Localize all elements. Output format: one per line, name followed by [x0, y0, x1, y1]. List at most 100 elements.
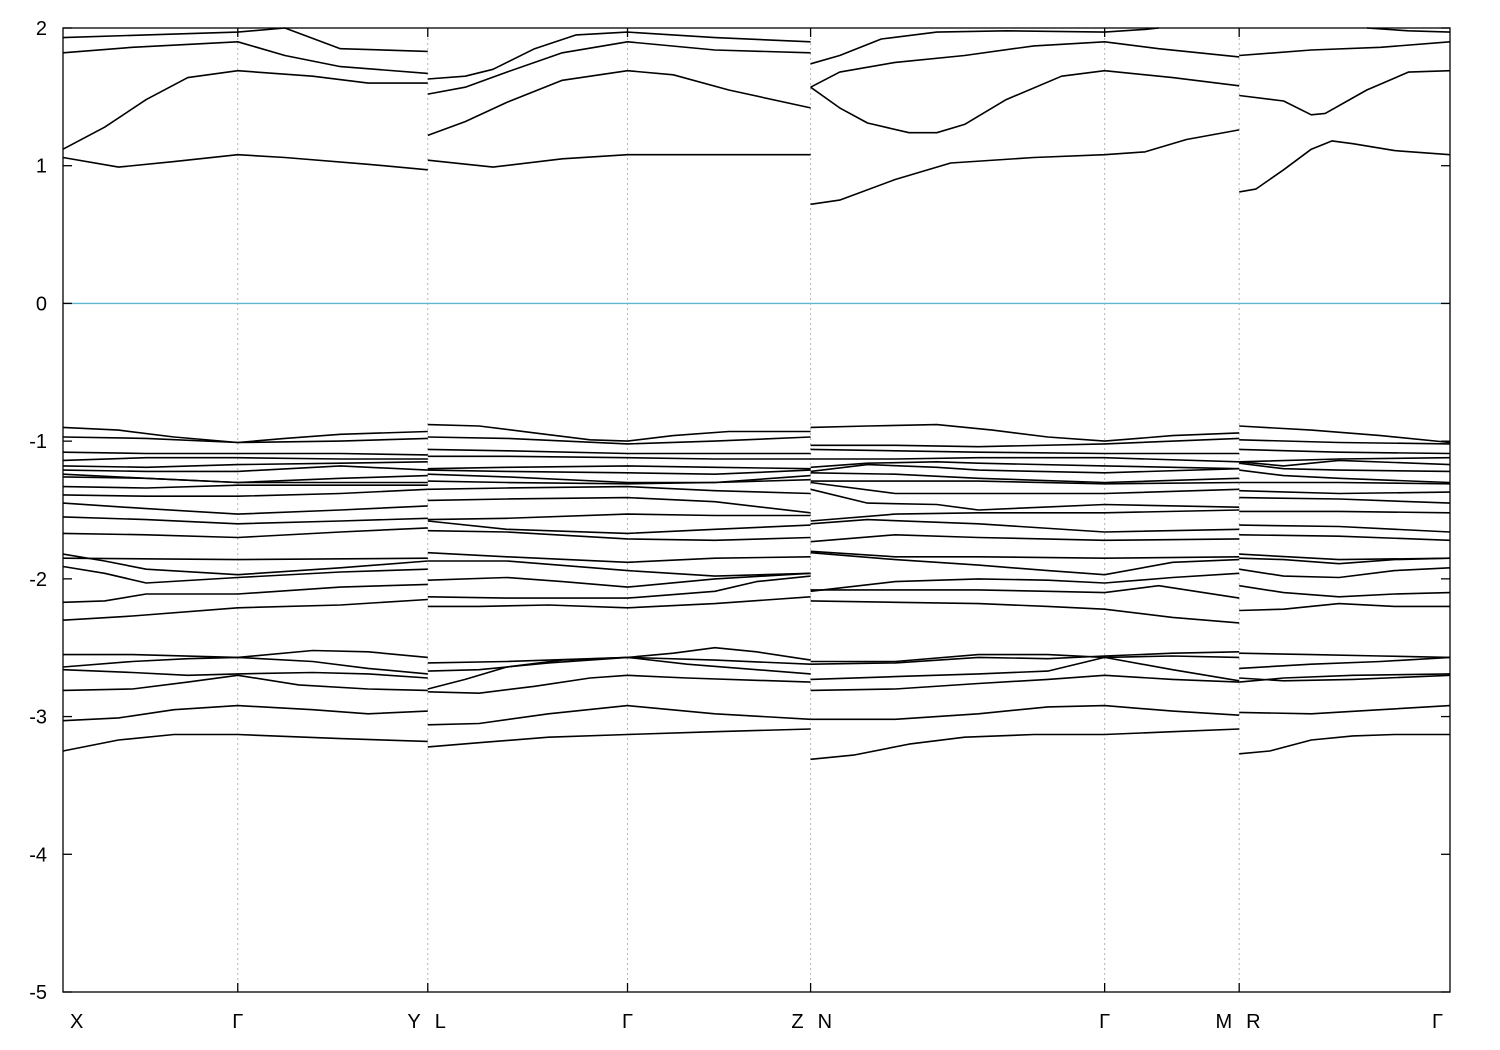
band-2-segment-0 [62, 41, 428, 75]
band-6-segment-1 [427, 674, 811, 694]
y-tick-label: -1 [29, 431, 47, 453]
band-10-segment-1 [427, 596, 811, 609]
y-tick-label: -4 [29, 844, 47, 866]
y-tick-label: 1 [36, 156, 47, 178]
band-24-segment-3 [1239, 456, 1451, 463]
band-7-segment-0 [62, 668, 428, 679]
band-10-segment-0 [62, 598, 428, 621]
x-tick-label: M [1216, 1011, 1233, 1033]
band-0-segment-3 [1239, 140, 1451, 193]
band-12-segment-2 [810, 572, 1240, 593]
band-22-segment-2 [810, 463, 1240, 474]
band-3-segment-0 [62, 27, 428, 53]
band-19-segment-1 [427, 485, 811, 495]
band-0-segment-2 [810, 129, 1240, 206]
band-17-segment-0 [62, 502, 428, 515]
band-4-segment-2 [810, 728, 1240, 761]
band-6-segment-2 [810, 674, 1240, 692]
band-20-segment-1 [427, 478, 811, 485]
band-1-segment-3 [1239, 69, 1451, 116]
band-18-segment-2 [810, 488, 1240, 511]
band-25-segment-0 [62, 451, 428, 456]
band-3-segment-3 [1366, 27, 1451, 33]
band-8-segment-2 [810, 653, 1240, 663]
band-23-segment-1 [427, 465, 811, 470]
band-27-segment-0 [62, 426, 428, 444]
band-26-segment-2 [810, 437, 1240, 448]
band-26-segment-3 [1239, 439, 1451, 445]
band-22-segment-3 [1239, 462, 1451, 473]
vertical-gridlines [237, 28, 1240, 992]
band-3-segment-1 [427, 31, 811, 80]
band-14-segment-2 [810, 550, 1240, 559]
band-11-segment-0 [62, 583, 428, 604]
band-15-segment-2 [810, 534, 1240, 543]
band-2-segment-1 [427, 41, 811, 95]
band-25-segment-2 [810, 448, 1240, 455]
band-17-segment-3 [1239, 510, 1451, 514]
band-5-segment-2 [810, 704, 1240, 721]
y-tick-label: 0 [36, 293, 47, 315]
band-10-segment-2 [810, 600, 1240, 624]
band-0-segment-1 [427, 153, 811, 168]
x-tick-label: Γ [1099, 1011, 1110, 1033]
band-24-segment-2 [810, 456, 1240, 463]
band-16-segment-3 [1239, 524, 1451, 533]
band-12-segment-0 [62, 565, 428, 584]
x-tick-label: Y [407, 1011, 420, 1033]
band-8-segment-1 [427, 646, 811, 672]
band-23-segment-0 [62, 461, 428, 469]
band-1-segment-0 [62, 69, 428, 150]
band-13-segment-1 [427, 560, 811, 577]
plot-frame [62, 27, 1451, 993]
band-21-segment-0 [62, 473, 428, 484]
band-19-segment-2 [810, 481, 1240, 495]
band-18-segment-3 [1239, 496, 1451, 504]
band-8-segment-3 [1239, 656, 1451, 670]
band-12-segment-1 [427, 572, 811, 588]
band-27-segment-2 [810, 423, 1240, 442]
band-26-segment-1 [427, 436, 811, 445]
band-27-segment-1 [427, 423, 811, 442]
y-tick-label: 2 [36, 18, 47, 40]
band-14-segment-3 [1239, 553, 1451, 561]
band-17-segment-2 [810, 509, 1240, 522]
band-6-segment-0 [62, 674, 428, 692]
y-tick-label: -3 [29, 707, 47, 729]
band-18-segment-1 [427, 496, 811, 514]
band-6-segment-3 [1239, 673, 1451, 683]
band-1-segment-2 [810, 69, 1240, 134]
band-25-segment-1 [427, 448, 811, 455]
band-7-segment-3 [1239, 674, 1451, 682]
x-tick-label: Γ [622, 1011, 633, 1033]
band-12-segment-3 [1239, 567, 1451, 579]
band-13-segment-2 [810, 551, 1240, 576]
band-9-segment-2 [810, 651, 1240, 665]
x-tick-label: Γ [1432, 1011, 1443, 1033]
band-4-segment-1 [427, 728, 811, 748]
band-4-segment-0 [62, 733, 428, 752]
band-10-segment-3 [1239, 602, 1450, 612]
x-tick-label: N [818, 1011, 832, 1033]
band-4-segment-3 [1239, 733, 1450, 755]
band-15-segment-0 [62, 527, 428, 539]
band-2-segment-2 [810, 41, 1240, 88]
band-21-segment-2 [810, 472, 1240, 484]
band-5-segment-0 [62, 704, 428, 722]
y-tick-label: -2 [29, 569, 47, 591]
band-11-segment-3 [1239, 584, 1451, 598]
band-21-segment-3 [1239, 469, 1451, 484]
band-22-segment-0 [62, 465, 428, 473]
band-19-segment-0 [62, 484, 428, 489]
band-16-segment-2 [810, 518, 1240, 533]
band-series [62, 27, 1451, 761]
band-16-segment-0 [62, 516, 428, 525]
band-11-segment-2 [810, 584, 1240, 599]
band-9-segment-1 [427, 656, 811, 665]
band-13-segment-0 [62, 553, 428, 576]
band-16-segment-1 [427, 520, 811, 535]
band-24-segment-0 [62, 456, 428, 462]
x-tick-label: Γ [232, 1011, 243, 1033]
